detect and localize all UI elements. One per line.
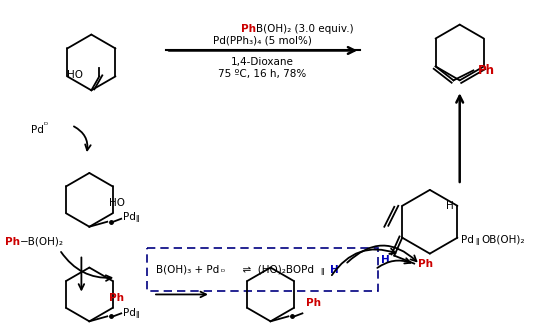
Text: II: II bbox=[475, 238, 480, 247]
Text: Ph: Ph bbox=[4, 237, 20, 247]
Text: Ph: Ph bbox=[109, 293, 124, 303]
Text: Pd: Pd bbox=[461, 235, 474, 245]
Text: H: H bbox=[381, 255, 389, 265]
Text: HO: HO bbox=[109, 198, 125, 208]
Text: H: H bbox=[446, 201, 453, 211]
Text: Pd: Pd bbox=[123, 212, 136, 222]
Text: Ph: Ph bbox=[418, 259, 433, 268]
Text: −B(OH)₂: −B(OH)₂ bbox=[20, 237, 64, 247]
Text: H: H bbox=[331, 265, 339, 275]
Text: 1,4-Dioxane: 1,4-Dioxane bbox=[231, 58, 294, 67]
Text: II: II bbox=[320, 267, 325, 277]
Text: Ph: Ph bbox=[478, 64, 496, 77]
Text: HO: HO bbox=[68, 70, 84, 80]
Text: Pd: Pd bbox=[123, 308, 136, 318]
Text: Ph: Ph bbox=[240, 24, 256, 34]
Text: ᴰ: ᴰ bbox=[221, 267, 225, 277]
Text: B(OH)₃ + Pd: B(OH)₃ + Pd bbox=[156, 265, 219, 275]
Text: II: II bbox=[135, 311, 140, 320]
Text: ᴰ: ᴰ bbox=[43, 121, 47, 130]
Text: Pd(PPh₃)₄ (5 mol%): Pd(PPh₃)₄ (5 mol%) bbox=[213, 36, 312, 45]
Text: OB(OH)₂: OB(OH)₂ bbox=[481, 235, 525, 245]
Text: Ph: Ph bbox=[306, 298, 321, 308]
Text: B(OH)₂ (3.0 equiv.): B(OH)₂ (3.0 equiv.) bbox=[256, 24, 353, 34]
Text: II: II bbox=[135, 215, 140, 224]
Text: 75 ºC, 16 h, 78%: 75 ºC, 16 h, 78% bbox=[218, 69, 307, 79]
Text: Pd: Pd bbox=[31, 125, 43, 135]
Text: ⇌  (HO)₂BOPd: ⇌ (HO)₂BOPd bbox=[236, 265, 314, 275]
